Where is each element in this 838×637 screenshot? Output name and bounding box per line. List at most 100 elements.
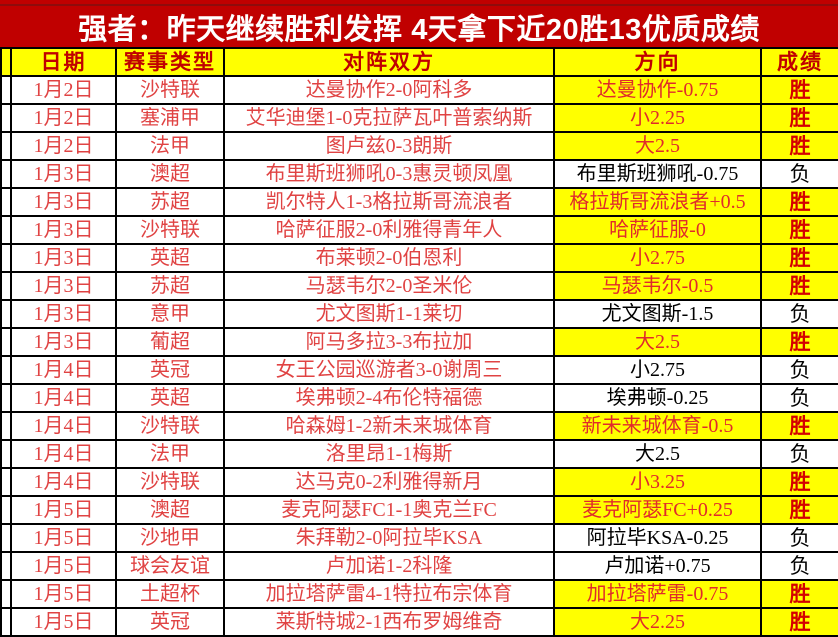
date-cell: 1月5日	[10, 607, 117, 637]
direction-cell: 小2.75	[553, 243, 762, 273]
row-gutter-cell	[0, 467, 12, 497]
matchup-cell: 尤文图斯1-1莱切	[223, 299, 555, 329]
direction-cell: 麦克阿瑟FC+0.25	[553, 495, 762, 525]
page-title: 强者：昨天继续胜利发挥 4天拿下近20胜13优质成绩	[78, 13, 760, 46]
matchup-cell: 埃弗顿2-4布伦特福德	[223, 383, 555, 413]
result-cell: 负	[760, 551, 838, 581]
matchup-cell: 哈萨征服2-0利雅得青年人	[223, 215, 555, 245]
banner-divider-line	[0, 4, 838, 6]
date-cell: 1月3日	[10, 271, 117, 301]
matchup-cell: 图卢兹0-3朗斯	[223, 131, 555, 161]
date-cell: 1月3日	[10, 159, 117, 189]
league-cell: 澳超	[115, 159, 225, 189]
league-cell: 沙特联	[115, 467, 225, 497]
direction-cell: 格拉斯哥流浪者+0.5	[553, 187, 762, 217]
table-row: 1月5日 澳超 麦克阿瑟FC1-1奥克兰FC 麦克阿瑟FC+0.25 胜	[0, 495, 838, 525]
row-gutter-cell	[0, 551, 12, 581]
result-cell: 胜	[760, 327, 838, 357]
direction-cell: 埃弗顿-0.25	[553, 383, 762, 413]
result-cell: 胜	[760, 607, 838, 637]
date-cell: 1月5日	[10, 523, 117, 553]
direction-cell: 加拉塔萨雷-0.75	[553, 579, 762, 609]
league-cell: 葡超	[115, 327, 225, 357]
matchup-cell: 马瑟韦尔2-0圣米伦	[223, 271, 555, 301]
row-gutter-cell	[0, 607, 12, 637]
header-row: 日期 赛事类型 对阵双方 方向 成绩	[0, 47, 838, 77]
table-row: 1月4日 法甲 洛里昂1-1梅斯 大2.5 负	[0, 439, 838, 469]
result-cell: 胜	[760, 411, 838, 441]
date-cell: 1月3日	[10, 187, 117, 217]
date-cell: 1月2日	[10, 103, 117, 133]
league-cell: 意甲	[115, 299, 225, 329]
results-table: 日期 赛事类型 对阵双方 方向 成绩 1月2日 沙特联 达曼协作2-0阿科多 达…	[0, 47, 838, 637]
direction-cell: 新未来城体育-0.5	[553, 411, 762, 441]
date-cell: 1月4日	[10, 355, 117, 385]
result-cell: 胜	[760, 75, 838, 105]
result-cell: 负	[760, 299, 838, 329]
table-row: 1月3日 苏超 凯尔特人1-3格拉斯哥流浪者 格拉斯哥流浪者+0.5 胜	[0, 187, 838, 217]
league-cell: 沙特联	[115, 411, 225, 441]
result-cell: 胜	[760, 243, 838, 273]
row-gutter-cell	[0, 327, 12, 357]
league-cell: 土超杯	[115, 579, 225, 609]
matchup-cell: 阿马多拉3-3布拉加	[223, 327, 555, 357]
matchup-cell: 麦克阿瑟FC1-1奥克兰FC	[223, 495, 555, 525]
matchup-cell: 莱斯特城2-1西布罗姆维奇	[223, 607, 555, 637]
row-gutter-cell	[0, 579, 12, 609]
direction-cell: 大2.5	[553, 327, 762, 357]
direction-cell: 小2.75	[553, 355, 762, 385]
table-row: 1月2日 沙特联 达曼协作2-0阿科多 达曼协作-0.75 胜	[0, 75, 838, 105]
table-row: 1月3日 英超 布莱顿2-0伯恩利 小2.75 胜	[0, 243, 838, 273]
row-gutter-cell	[0, 383, 12, 413]
result-cell: 胜	[760, 467, 838, 497]
league-cell: 英超	[115, 243, 225, 273]
table-row: 1月5日 球会友谊 卢加诺1-2科隆 卢加诺+0.75 负	[0, 551, 838, 581]
direction-cell: 马瑟韦尔-0.5	[553, 271, 762, 301]
table-row: 1月3日 意甲 尤文图斯1-1莱切 尤文图斯-1.5 负	[0, 299, 838, 329]
row-gutter-cell	[0, 299, 12, 329]
date-cell: 1月3日	[10, 299, 117, 329]
row-gutter-cell	[0, 103, 12, 133]
league-cell: 沙特联	[115, 75, 225, 105]
league-cell: 英冠	[115, 355, 225, 385]
result-cell: 胜	[760, 103, 838, 133]
matchup-cell: 布莱顿2-0伯恩利	[223, 243, 555, 273]
matchup-cell: 女王公园巡游者3-0谢周三	[223, 355, 555, 385]
date-cell: 1月4日	[10, 383, 117, 413]
matchup-cell: 达马克0-2利雅得新月	[223, 467, 555, 497]
league-cell: 苏超	[115, 271, 225, 301]
league-cell: 法甲	[115, 131, 225, 161]
result-cell: 胜	[760, 131, 838, 161]
matchup-cell: 哈森姆1-2新未来城体育	[223, 411, 555, 441]
direction-cell: 卢加诺+0.75	[553, 551, 762, 581]
date-cell: 1月4日	[10, 411, 117, 441]
league-cell: 沙特联	[115, 215, 225, 245]
result-cell: 胜	[760, 187, 838, 217]
league-cell: 塞浦甲	[115, 103, 225, 133]
direction-cell: 大2.5	[553, 131, 762, 161]
direction-cell: 小3.25	[553, 467, 762, 497]
date-cell: 1月3日	[10, 215, 117, 245]
matchup-cell: 达曼协作2-0阿科多	[223, 75, 555, 105]
table-row: 1月2日 塞浦甲 艾华迪堡1-0克拉萨瓦叶普索纳斯 小2.25 胜	[0, 103, 838, 133]
header-gutter-cell	[0, 47, 12, 77]
table-row: 1月5日 英冠 莱斯特城2-1西布罗姆维奇 大2.25 胜	[0, 607, 838, 637]
matchup-cell: 艾华迪堡1-0克拉萨瓦叶普索纳斯	[223, 103, 555, 133]
table-row: 1月4日 沙特联 达马克0-2利雅得新月 小3.25 胜	[0, 467, 838, 497]
result-cell: 负	[760, 159, 838, 189]
result-cell: 负	[760, 355, 838, 385]
league-cell: 法甲	[115, 439, 225, 469]
title-banner: 强者：昨天继续胜利发挥 4天拿下近20胜13优质成绩	[0, 0, 838, 47]
row-gutter-cell	[0, 495, 12, 525]
col-header-league: 赛事类型	[115, 47, 225, 77]
table-row: 1月4日 英超 埃弗顿2-4布伦特福德 埃弗顿-0.25 负	[0, 383, 838, 413]
direction-cell: 布里斯班狮吼-0.75	[553, 159, 762, 189]
result-cell: 胜	[760, 579, 838, 609]
date-cell: 1月3日	[10, 327, 117, 357]
table-row: 1月3日 苏超 马瑟韦尔2-0圣米伦 马瑟韦尔-0.5 胜	[0, 271, 838, 301]
table-row: 1月2日 法甲 图卢兹0-3朗斯 大2.5 胜	[0, 131, 838, 161]
col-header-direction: 方向	[553, 47, 762, 77]
row-gutter-cell	[0, 131, 12, 161]
row-gutter-cell	[0, 215, 12, 245]
table-row: 1月3日 沙特联 哈萨征服2-0利雅得青年人 哈萨征服-0 胜	[0, 215, 838, 245]
